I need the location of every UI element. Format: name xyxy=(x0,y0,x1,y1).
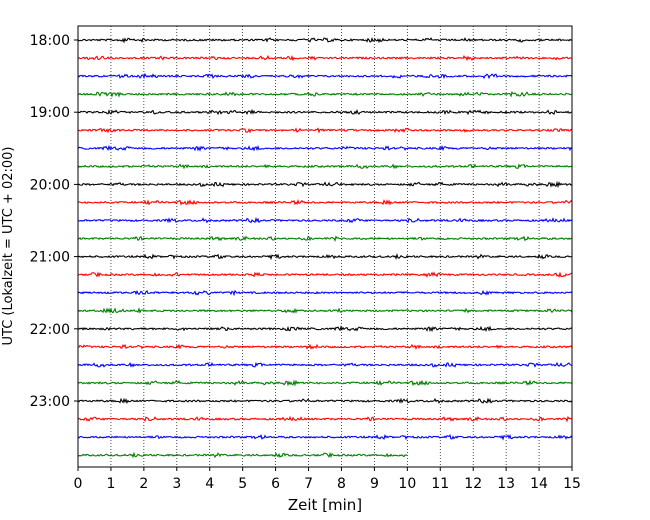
seismogram-trace xyxy=(77,271,573,278)
y-axis-label: UTC (Lokalzeit = UTC + 02:00) xyxy=(1,147,16,346)
y-tick-label: 21:00 xyxy=(30,250,70,266)
x-tick-label: 8 xyxy=(337,476,346,492)
trace-layer xyxy=(77,36,573,459)
y-tick-label: 18:00 xyxy=(30,33,70,49)
seismogram-trace xyxy=(77,144,573,152)
seismogram-trace xyxy=(77,72,573,80)
x-tick-label: 2 xyxy=(139,476,148,492)
x-tick-label: 12 xyxy=(464,476,482,492)
y-tick-label: 20:00 xyxy=(30,177,70,193)
x-tick-label: 7 xyxy=(304,476,313,492)
x-axis-ticks: 0 1 2 3 4 5 6 7 8 9 10 11 12 13 14 15 xyxy=(74,467,581,492)
seismogram-trace xyxy=(77,325,573,333)
seismogram-trace xyxy=(77,306,573,314)
seismogram-trace xyxy=(77,343,573,350)
x-tick-label: 0 xyxy=(74,476,83,492)
x-tick-label: 15 xyxy=(563,476,581,492)
y-axis-ticks: 18:00 19:00 20:00 21:00 22:00 23:00 xyxy=(30,33,78,410)
seismogram-trace xyxy=(77,163,573,170)
x-tick-label: 3 xyxy=(172,476,181,492)
x-tick-label: 9 xyxy=(370,476,379,492)
y-tick-label: 22:00 xyxy=(30,322,70,338)
plot-frame xyxy=(77,25,573,468)
x-tick-label: 1 xyxy=(106,476,115,492)
seismogram-trace xyxy=(77,433,573,441)
seismogram-trace xyxy=(77,361,573,368)
seismogram-trace xyxy=(77,235,573,242)
seismogram-trace xyxy=(77,180,573,189)
y-tick-label: 23:00 xyxy=(30,394,70,410)
seismogram-trace xyxy=(77,198,573,206)
seismogram-trace xyxy=(77,451,408,459)
x-tick-label: 5 xyxy=(238,476,247,492)
seismogram-trace xyxy=(77,127,573,134)
seismogram-trace xyxy=(77,252,573,261)
y-tick-label: 19:00 xyxy=(30,105,70,121)
seismogram-trace xyxy=(77,216,573,224)
seismogram-trace xyxy=(77,54,573,62)
x-tick-label: 6 xyxy=(271,476,280,492)
x-tick-label: 10 xyxy=(398,476,416,492)
x-axis-label: Zeit [min] xyxy=(288,496,362,514)
seismogram-trace xyxy=(77,36,573,44)
seismogram-trace xyxy=(77,415,573,423)
seismogram-trace xyxy=(77,289,573,297)
x-tick-label: 4 xyxy=(205,476,214,492)
x-tick-label: 13 xyxy=(497,476,515,492)
seismogram-trace xyxy=(77,91,573,98)
seismogram-trace xyxy=(77,379,573,387)
seismogram-trace xyxy=(77,108,573,116)
x-tick-label: 14 xyxy=(530,476,548,492)
seismogram-trace xyxy=(77,397,573,405)
x-tick-label: 11 xyxy=(431,476,449,492)
